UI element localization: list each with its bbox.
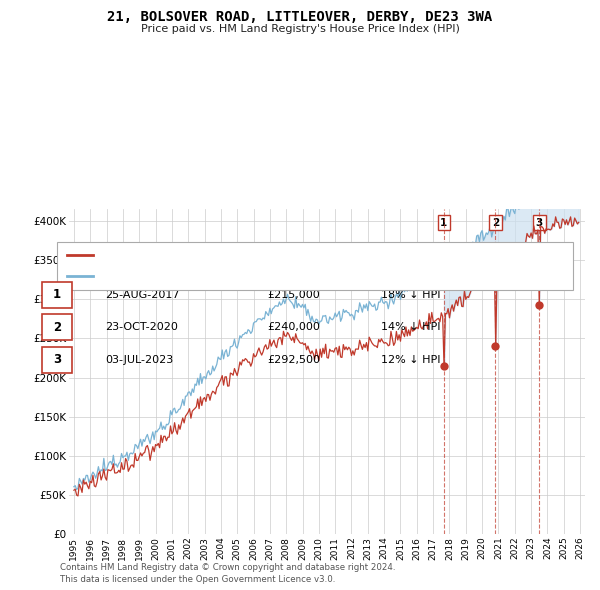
Text: 14% ↓ HPI: 14% ↓ HPI [381, 323, 440, 332]
Text: £215,000: £215,000 [267, 290, 320, 300]
Text: 1: 1 [440, 218, 448, 228]
Text: 2: 2 [492, 218, 499, 228]
Text: 3: 3 [53, 353, 61, 366]
Text: This data is licensed under the Open Government Licence v3.0.: This data is licensed under the Open Gov… [60, 575, 335, 584]
Text: 2: 2 [53, 321, 61, 334]
Text: £240,000: £240,000 [267, 323, 320, 332]
Text: 25-AUG-2017: 25-AUG-2017 [105, 290, 179, 300]
Text: 21, BOLSOVER ROAD, LITTLEOVER, DERBY, DE23 3WA (detached house): 21, BOLSOVER ROAD, LITTLEOVER, DERBY, DE… [96, 251, 450, 260]
Text: 03-JUL-2023: 03-JUL-2023 [105, 355, 173, 365]
Text: 18% ↓ HPI: 18% ↓ HPI [381, 290, 440, 300]
Text: 23-OCT-2020: 23-OCT-2020 [105, 323, 178, 332]
Text: Contains HM Land Registry data © Crown copyright and database right 2024.: Contains HM Land Registry data © Crown c… [60, 563, 395, 572]
Text: £292,500: £292,500 [267, 355, 320, 365]
Text: Price paid vs. HM Land Registry's House Price Index (HPI): Price paid vs. HM Land Registry's House … [140, 25, 460, 34]
Text: 12% ↓ HPI: 12% ↓ HPI [381, 355, 440, 365]
Text: 1: 1 [53, 289, 61, 301]
Text: 3: 3 [536, 218, 543, 228]
Text: 21, BOLSOVER ROAD, LITTLEOVER, DERBY, DE23 3WA: 21, BOLSOVER ROAD, LITTLEOVER, DERBY, DE… [107, 9, 493, 24]
Text: HPI: Average price, detached house, South Derbyshire: HPI: Average price, detached house, Sout… [96, 271, 362, 280]
